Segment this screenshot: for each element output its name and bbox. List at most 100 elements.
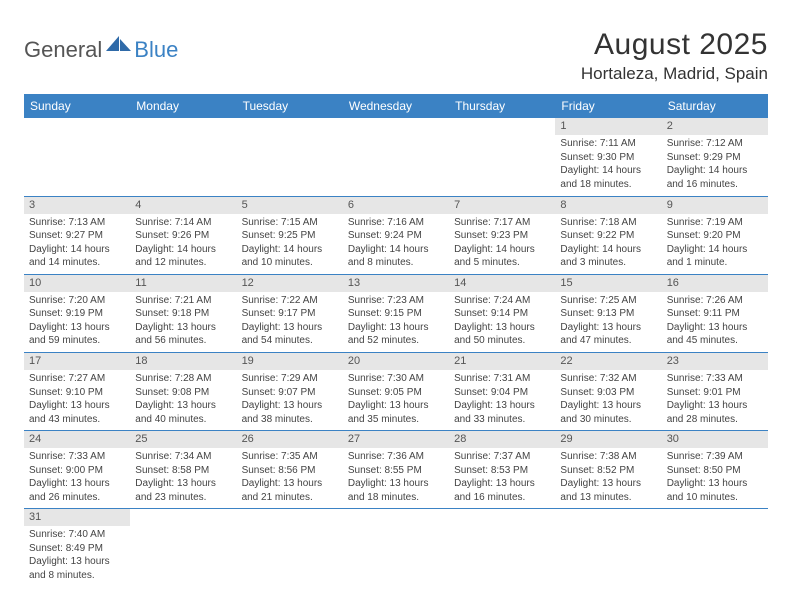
daylight-text: Daylight: 14 hours — [135, 243, 231, 257]
day-number: 10 — [24, 275, 130, 292]
calendar-cell: 23Sunrise: 7:33 AMSunset: 9:01 PMDayligh… — [662, 352, 768, 430]
sunrise-text: Sunrise: 7:31 AM — [454, 372, 550, 386]
calendar-cell: 26Sunrise: 7:35 AMSunset: 8:56 PMDayligh… — [237, 431, 343, 509]
page-title: August 2025 — [581, 28, 768, 62]
day-number: 15 — [555, 275, 661, 292]
daylight-text: and 52 minutes. — [348, 334, 444, 348]
calendar-cell: 20Sunrise: 7:30 AMSunset: 9:05 PMDayligh… — [343, 352, 449, 430]
calendar-cell: 6Sunrise: 7:16 AMSunset: 9:24 PMDaylight… — [343, 196, 449, 274]
daylight-text: Daylight: 13 hours — [29, 399, 125, 413]
daylight-text: Daylight: 13 hours — [135, 477, 231, 491]
daylight-text: Daylight: 14 hours — [667, 243, 763, 257]
calendar-row: 31Sunrise: 7:40 AMSunset: 8:49 PMDayligh… — [24, 509, 768, 587]
day-number: 8 — [555, 197, 661, 214]
calendar-cell: 19Sunrise: 7:29 AMSunset: 9:07 PMDayligh… — [237, 352, 343, 430]
calendar-cell: 24Sunrise: 7:33 AMSunset: 9:00 PMDayligh… — [24, 431, 130, 509]
calendar-cell: 7Sunrise: 7:17 AMSunset: 9:23 PMDaylight… — [449, 196, 555, 274]
calendar-row: 10Sunrise: 7:20 AMSunset: 9:19 PMDayligh… — [24, 274, 768, 352]
logo-text-blue: Blue — [134, 37, 178, 63]
daylight-text: and 3 minutes. — [560, 256, 656, 270]
daylight-text: and 43 minutes. — [29, 413, 125, 427]
day-number: 5 — [237, 197, 343, 214]
day-number: 17 — [24, 353, 130, 370]
logo-sail-icon — [106, 36, 132, 57]
sunset-text: Sunset: 9:30 PM — [560, 151, 656, 165]
sunrise-text: Sunrise: 7:34 AM — [135, 450, 231, 464]
day-details: Sunrise: 7:25 AMSunset: 9:13 PMDaylight:… — [555, 292, 661, 352]
calendar-cell: 16Sunrise: 7:26 AMSunset: 9:11 PMDayligh… — [662, 274, 768, 352]
day-number: 22 — [555, 353, 661, 370]
day-details: Sunrise: 7:30 AMSunset: 9:05 PMDaylight:… — [343, 370, 449, 430]
sunset-text: Sunset: 9:08 PM — [135, 386, 231, 400]
day-details: Sunrise: 7:13 AMSunset: 9:27 PMDaylight:… — [24, 214, 130, 274]
sunset-text: Sunset: 8:52 PM — [560, 464, 656, 478]
daylight-text: Daylight: 13 hours — [348, 477, 444, 491]
calendar-cell: 2Sunrise: 7:12 AMSunset: 9:29 PMDaylight… — [662, 118, 768, 196]
sunrise-text: Sunrise: 7:25 AM — [560, 294, 656, 308]
daylight-text: Daylight: 13 hours — [560, 321, 656, 335]
daylight-text: Daylight: 13 hours — [667, 477, 763, 491]
daylight-text: and 5 minutes. — [454, 256, 550, 270]
daylight-text: and 30 minutes. — [560, 413, 656, 427]
day-details: Sunrise: 7:34 AMSunset: 8:58 PMDaylight:… — [130, 448, 236, 508]
daylight-text: Daylight: 13 hours — [454, 399, 550, 413]
sunrise-text: Sunrise: 7:18 AM — [560, 216, 656, 230]
sunrise-text: Sunrise: 7:20 AM — [29, 294, 125, 308]
daylight-text: Daylight: 13 hours — [29, 555, 125, 569]
day-details: Sunrise: 7:29 AMSunset: 9:07 PMDaylight:… — [237, 370, 343, 430]
day-number: 4 — [130, 197, 236, 214]
calendar-row: 3Sunrise: 7:13 AMSunset: 9:27 PMDaylight… — [24, 196, 768, 274]
day-number: 31 — [24, 509, 130, 526]
daylight-text: and 12 minutes. — [135, 256, 231, 270]
day-number: 11 — [130, 275, 236, 292]
day-number: 28 — [449, 431, 555, 448]
day-details: Sunrise: 7:19 AMSunset: 9:20 PMDaylight:… — [662, 214, 768, 274]
weekday-header: Monday — [130, 94, 236, 118]
daylight-text: and 26 minutes. — [29, 491, 125, 505]
day-details: Sunrise: 7:14 AMSunset: 9:26 PMDaylight:… — [130, 214, 236, 274]
sunrise-text: Sunrise: 7:14 AM — [135, 216, 231, 230]
daylight-text: and 18 minutes. — [348, 491, 444, 505]
sunrise-text: Sunrise: 7:39 AM — [667, 450, 763, 464]
sunrise-text: Sunrise: 7:17 AM — [454, 216, 550, 230]
sunrise-text: Sunrise: 7:11 AM — [560, 137, 656, 151]
day-details: Sunrise: 7:40 AMSunset: 8:49 PMDaylight:… — [24, 526, 130, 586]
calendar-cell — [343, 118, 449, 196]
sunset-text: Sunset: 8:53 PM — [454, 464, 550, 478]
daylight-text: and 8 minutes. — [29, 569, 125, 583]
day-number: 19 — [237, 353, 343, 370]
weekday-header: Wednesday — [343, 94, 449, 118]
calendar-cell: 8Sunrise: 7:18 AMSunset: 9:22 PMDaylight… — [555, 196, 661, 274]
location-text: Hortaleza, Madrid, Spain — [581, 64, 768, 84]
daylight-text: Daylight: 13 hours — [454, 477, 550, 491]
logo: General Blue — [24, 36, 178, 63]
daylight-text: and 8 minutes. — [348, 256, 444, 270]
weekday-header: Thursday — [449, 94, 555, 118]
sunrise-text: Sunrise: 7:21 AM — [135, 294, 231, 308]
calendar-row: 1Sunrise: 7:11 AMSunset: 9:30 PMDaylight… — [24, 118, 768, 196]
daylight-text: and 10 minutes. — [667, 491, 763, 505]
sunset-text: Sunset: 9:22 PM — [560, 229, 656, 243]
sunset-text: Sunset: 9:11 PM — [667, 307, 763, 321]
day-number: 26 — [237, 431, 343, 448]
calendar-cell: 12Sunrise: 7:22 AMSunset: 9:17 PMDayligh… — [237, 274, 343, 352]
calendar-cell: 13Sunrise: 7:23 AMSunset: 9:15 PMDayligh… — [343, 274, 449, 352]
sunset-text: Sunset: 9:14 PM — [454, 307, 550, 321]
daylight-text: Daylight: 13 hours — [242, 321, 338, 335]
calendar-cell: 3Sunrise: 7:13 AMSunset: 9:27 PMDaylight… — [24, 196, 130, 274]
day-number: 2 — [662, 118, 768, 135]
daylight-text: and 21 minutes. — [242, 491, 338, 505]
sunrise-text: Sunrise: 7:27 AM — [29, 372, 125, 386]
calendar-cell — [237, 509, 343, 587]
daylight-text: Daylight: 13 hours — [454, 321, 550, 335]
sunrise-text: Sunrise: 7:40 AM — [29, 528, 125, 542]
day-details: Sunrise: 7:39 AMSunset: 8:50 PMDaylight:… — [662, 448, 768, 508]
sunset-text: Sunset: 9:10 PM — [29, 386, 125, 400]
day-details: Sunrise: 7:22 AMSunset: 9:17 PMDaylight:… — [237, 292, 343, 352]
day-number: 9 — [662, 197, 768, 214]
day-details: Sunrise: 7:24 AMSunset: 9:14 PMDaylight:… — [449, 292, 555, 352]
calendar-cell: 4Sunrise: 7:14 AMSunset: 9:26 PMDaylight… — [130, 196, 236, 274]
daylight-text: Daylight: 13 hours — [242, 399, 338, 413]
sunset-text: Sunset: 8:55 PM — [348, 464, 444, 478]
day-details: Sunrise: 7:15 AMSunset: 9:25 PMDaylight:… — [237, 214, 343, 274]
